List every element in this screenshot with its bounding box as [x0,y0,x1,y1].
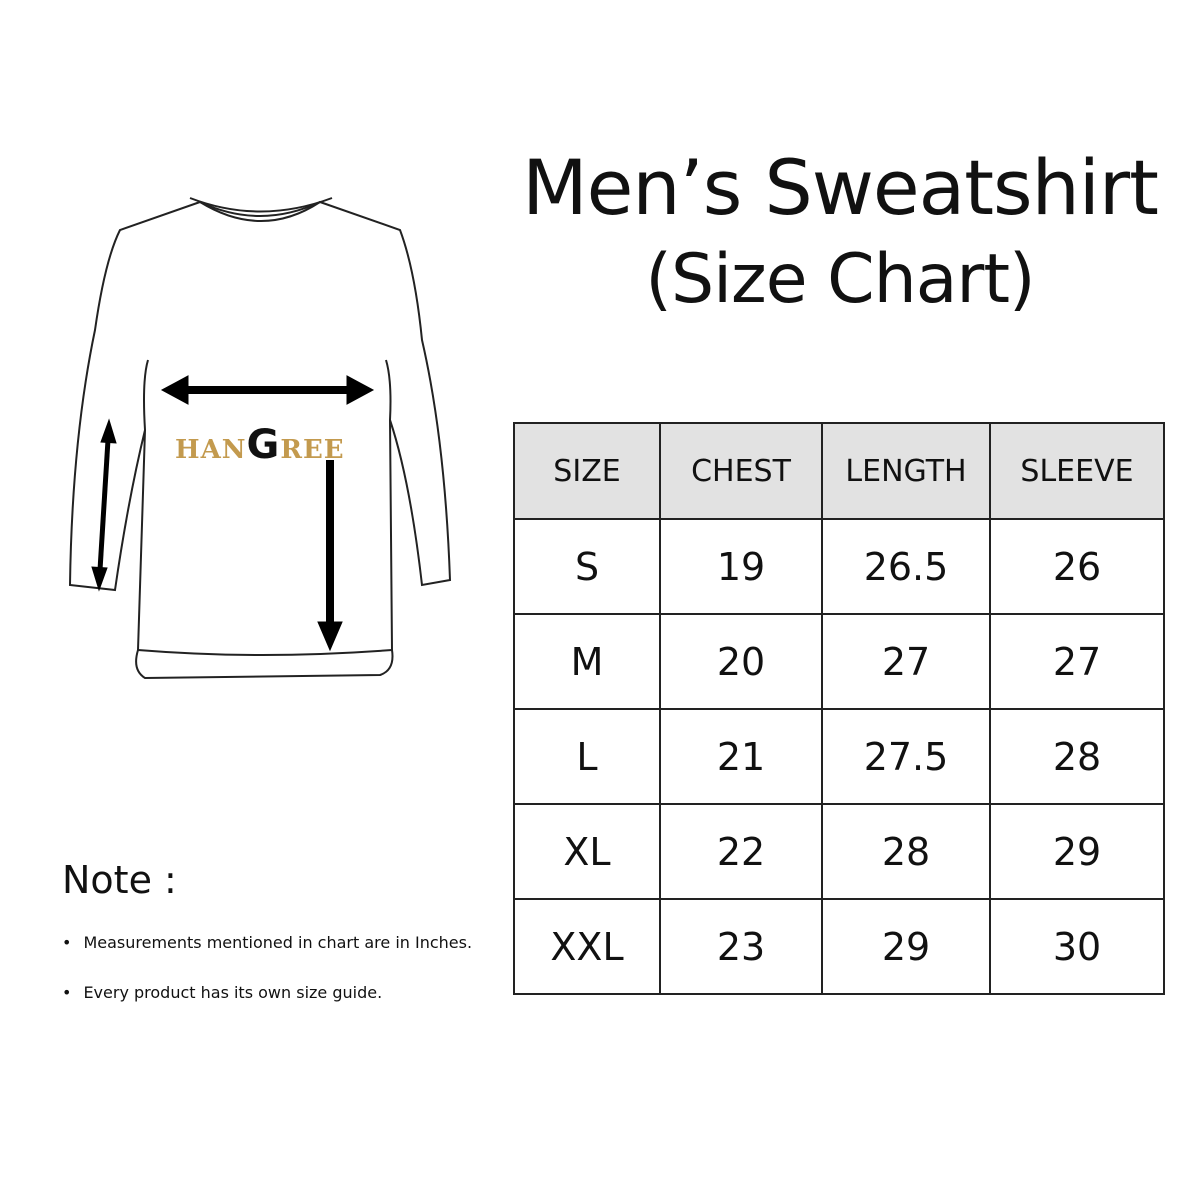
table-cell-length: 28 [821,803,991,900]
column-header-size: SIZE [513,422,661,520]
table-row: M 20 27 27 [513,613,1165,710]
column-header-length: LENGTH [821,422,991,520]
sleeve-arrow-icon [91,418,117,592]
logo-g: G [246,422,281,468]
table-header-row: SIZE CHEST LENGTH SLEEVE [513,422,1165,520]
table-row: S 19 26.5 26 [513,518,1165,615]
table-cell-size: S [513,518,661,615]
table-cell-chest: 21 [659,708,823,805]
table-cell-size: M [513,613,661,710]
note-label: Note : [62,858,177,902]
table-cell-sleeve: 27 [989,613,1165,710]
table-cell-sleeve: 30 [989,898,1165,995]
table-row: XL 22 28 29 [513,803,1165,900]
column-header-sleeve: SLEEVE [989,422,1165,520]
table-cell-length: 27 [821,613,991,710]
page-title: Men’s Sweatshirt [522,143,1159,232]
column-header-chest: CHEST [659,422,823,520]
table-cell-sleeve: 26 [989,518,1165,615]
table-cell-sleeve: 28 [989,708,1165,805]
brand-logo: HANGREE [175,422,345,468]
logo-text: REE [280,435,345,465]
length-arrow-icon [317,460,343,652]
sweatshirt-outline [68,200,452,680]
table-cell-chest: 22 [659,803,823,900]
table-cell-length: 29 [821,898,991,995]
table-cell-size: XXL [513,898,661,995]
table-row: L 21 27.5 28 [513,708,1165,805]
sweatshirt-illustration [68,197,452,680]
logo-text: HAN [175,435,247,465]
table-cell-length: 26.5 [821,518,991,615]
table-cell-size: XL [513,803,661,900]
table-cell-chest: 23 [659,898,823,995]
page-subtitle: (Size Chart) [645,240,1035,319]
table-cell-chest: 20 [659,613,823,710]
table-cell-sleeve: 29 [989,803,1165,900]
table-cell-chest: 19 [659,518,823,615]
chest-arrow-icon [160,375,375,405]
table-cell-length: 27.5 [821,708,991,805]
table-row: XXL 23 29 30 [513,898,1165,995]
table-cell-size: L [513,708,661,805]
size-chart-table: SIZE CHEST LENGTH SLEEVE S 19 26.5 26 M 20 27 27 L 2… [513,422,1165,995]
note-item: Measurements mentioned in chart are in I… [62,933,472,952]
note-item: Every product has its own size guide. [62,983,382,1002]
